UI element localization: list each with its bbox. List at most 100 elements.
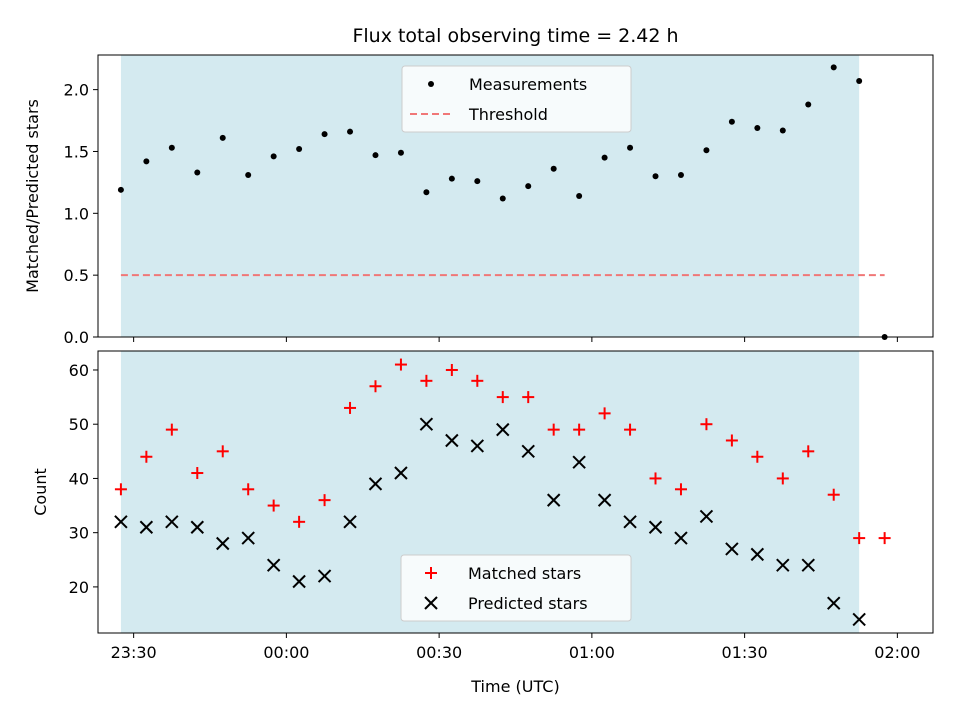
predicted-star-point-b (674, 531, 688, 545)
predicted-star-point-b (317, 569, 332, 583)
measurement-point (270, 153, 277, 160)
predicted-star-point (241, 531, 255, 545)
top-axes-frame (97, 54, 934, 338)
measurement-point (856, 77, 863, 84)
predicted-star-point-b (776, 558, 790, 572)
matched-star-point (674, 483, 687, 496)
measurement-point (550, 165, 557, 172)
measurement-point (219, 134, 226, 141)
y-tick-label: 1.5 (64, 142, 89, 161)
predicted-star-point (292, 574, 306, 589)
predicted-star-point-b (165, 515, 179, 529)
measurement-point (168, 144, 175, 151)
matched-star-point (191, 467, 204, 480)
matched-star-point (776, 472, 789, 485)
y-tick-label: 50 (69, 415, 89, 434)
y-tick-label: 0.5 (64, 266, 89, 285)
matched-star-point (522, 391, 535, 404)
matched-star-point (547, 423, 560, 436)
matched-star-point (496, 391, 509, 404)
measurement-point (321, 131, 328, 138)
matched-star-point (878, 532, 891, 545)
top-y-axis-label: Matched/Predicted stars (23, 99, 42, 293)
measurement-point (448, 175, 455, 182)
predicted-star-point-b (699, 509, 714, 524)
bottom-axes-frame (97, 350, 934, 634)
predicted-star-point-b (648, 520, 663, 534)
predicted-star-point-b (623, 515, 637, 529)
measurement-point (525, 183, 532, 190)
measurement-point (805, 101, 812, 108)
predicted-star-point (368, 477, 383, 491)
chart-title: Flux total observing time = 2.42 h (352, 25, 678, 47)
measurement-point (499, 195, 506, 202)
measurement-point (143, 158, 150, 165)
bottom-legend-box (400, 554, 632, 622)
predicted-star-point (343, 515, 357, 529)
measurement-point (652, 173, 659, 180)
predicted-star-point (776, 558, 790, 572)
top-panel: 0.0 0.5 1.0 1.5 2.0 Flux total observing tim… (23, 25, 934, 347)
measurement-point (601, 154, 608, 161)
legend-matched-marker (425, 567, 437, 579)
measurement-point (703, 147, 710, 154)
measurement-point (372, 152, 379, 159)
predicted-star-point (750, 547, 765, 562)
measurement-point (627, 144, 634, 151)
predicted-star-point (546, 493, 561, 507)
x-tick-label: 23:30 (111, 643, 157, 662)
predicted-star-point (419, 417, 434, 431)
measurement-point (830, 64, 837, 71)
predicted-star-point-b (750, 547, 765, 562)
predicted-star-point-b (114, 515, 128, 529)
measurement-point (779, 127, 786, 134)
top-legend: Measurements Threshold (401, 65, 632, 133)
predicted-star-point-b (546, 493, 561, 507)
bottom-x-ticks: 23:30 00:00 00:30 01:00 01:30 02:00 (111, 633, 920, 662)
matched-star-point (725, 434, 738, 447)
matched-star-point (293, 515, 306, 528)
measurement-point (576, 193, 583, 199)
predicted-star-point (597, 493, 612, 507)
matched-star-point (318, 494, 331, 507)
predicted-star-point (266, 558, 281, 572)
legend-x-b (424, 596, 438, 610)
x-tick-label: 01:00 (569, 643, 615, 662)
predicted-star-point (470, 439, 485, 453)
y-tick-label: 60 (69, 361, 89, 380)
top-x-ticks (133, 337, 898, 342)
legend-measurements-label: Measurements (469, 75, 587, 94)
matched-star-point (573, 423, 586, 436)
measurement-points (117, 64, 888, 340)
predicted-star-point (852, 612, 866, 627)
matched-star-point (598, 407, 611, 420)
predicted-star-point (572, 455, 586, 469)
legend-x (424, 596, 438, 610)
matched-star-point (751, 450, 764, 463)
matched-star-point (649, 472, 662, 485)
bottom-panel: 20 30 40 50 60 23:30 00:00 00:30 01:00 01:30 02:0… (31, 350, 934, 696)
measurement-point (754, 124, 761, 131)
predicted-star-point (317, 569, 332, 583)
measurement-point (677, 171, 684, 178)
matched-star-point (242, 483, 255, 496)
predicted-star-point-b (496, 422, 510, 437)
predicted-star-point (114, 515, 128, 529)
predicted-star-point-b (521, 444, 535, 459)
y-tick-label: 20 (69, 578, 89, 597)
y-tick-label: 2.0 (64, 81, 89, 100)
matched-star-point (114, 483, 127, 496)
matched-star-point (267, 499, 280, 512)
predicted-star-point-b (266, 558, 281, 572)
legend-predicted-marker (424, 596, 438, 610)
bottom-y-ticks: 20 30 40 50 60 (69, 361, 98, 597)
predicted-star-point-b (852, 612, 866, 627)
matched-star-point (394, 358, 407, 371)
y-tick-label: 30 (69, 524, 89, 543)
predicted-star-point (394, 466, 408, 480)
matched-star-point (471, 374, 484, 387)
predicted-star-point-b (368, 477, 383, 491)
matched-star-point (827, 488, 840, 501)
predicted-star-point-b (470, 439, 485, 453)
